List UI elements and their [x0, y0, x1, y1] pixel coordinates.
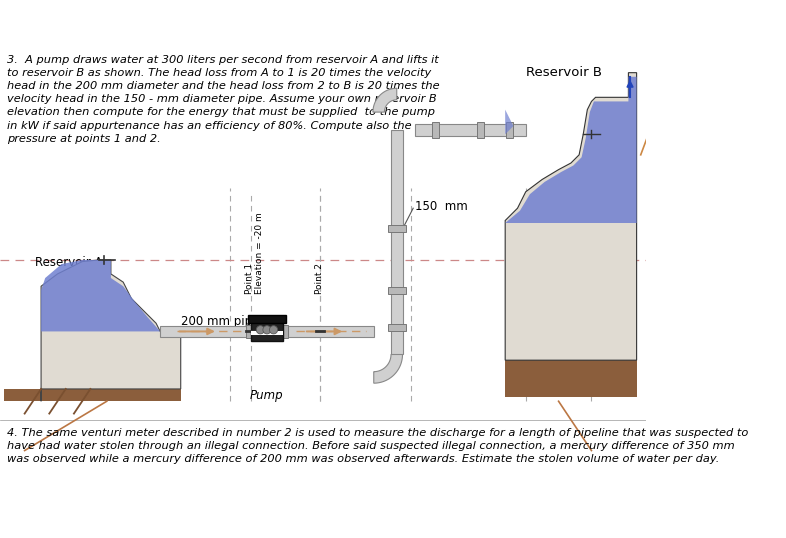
- FancyBboxPatch shape: [432, 122, 439, 138]
- Polygon shape: [505, 110, 513, 134]
- Polygon shape: [374, 355, 402, 383]
- FancyBboxPatch shape: [251, 318, 284, 341]
- Polygon shape: [505, 73, 637, 360]
- Polygon shape: [41, 260, 160, 331]
- FancyBboxPatch shape: [248, 315, 286, 323]
- Text: 150  mm: 150 mm: [415, 200, 468, 213]
- FancyBboxPatch shape: [415, 124, 526, 136]
- Circle shape: [270, 325, 277, 334]
- FancyBboxPatch shape: [391, 130, 402, 355]
- Text: Reservoir B: Reservoir B: [526, 66, 602, 79]
- FancyBboxPatch shape: [251, 331, 284, 335]
- Circle shape: [263, 325, 271, 334]
- Circle shape: [256, 325, 265, 334]
- Text: 3.  A pump draws water at 300 liters per second from reservoir A and lifts it
to: 3. A pump draws water at 300 liters per …: [6, 54, 439, 144]
- Text: Reservoir A: Reservoir A: [35, 256, 102, 269]
- Text: Pump: Pump: [250, 389, 284, 402]
- Text: Point 2: Point 2: [314, 264, 324, 294]
- Polygon shape: [4, 389, 181, 401]
- FancyBboxPatch shape: [245, 325, 252, 338]
- Text: 4. The same venturi meter described in number 2 is used to measure the discharge: 4. The same venturi meter described in n…: [6, 428, 748, 464]
- Text: Elevation = -20 m: Elevation = -20 m: [255, 213, 263, 294]
- FancyBboxPatch shape: [387, 324, 406, 331]
- Polygon shape: [505, 360, 637, 397]
- Text: 200 mm pipe: 200 mm pipe: [181, 315, 259, 328]
- FancyBboxPatch shape: [387, 287, 406, 294]
- FancyBboxPatch shape: [288, 325, 374, 337]
- Text: Point 1: Point 1: [244, 263, 254, 294]
- FancyBboxPatch shape: [283, 325, 288, 338]
- FancyBboxPatch shape: [506, 122, 512, 138]
- FancyBboxPatch shape: [387, 225, 406, 232]
- Polygon shape: [41, 260, 181, 401]
- Polygon shape: [505, 77, 637, 223]
- FancyBboxPatch shape: [477, 122, 484, 138]
- FancyBboxPatch shape: [160, 325, 251, 337]
- Polygon shape: [373, 88, 397, 112]
